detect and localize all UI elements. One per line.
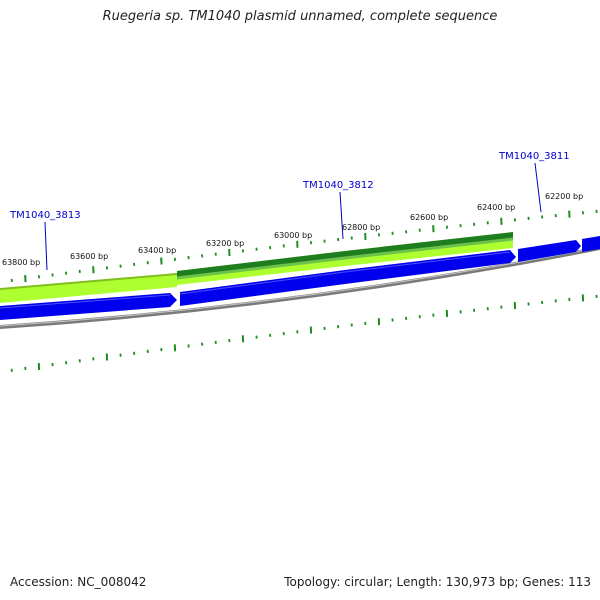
backbone-circle	[0, 246, 600, 329]
inner-tick-ring	[10, 294, 598, 372]
topology-label: Topology:	[284, 575, 341, 589]
tick-label: 63600 bp	[70, 252, 108, 261]
outer-tick-ring	[10, 209, 598, 283]
length-label: Length:	[396, 575, 442, 589]
gene-highlight-left	[0, 294, 171, 309]
backbone-highlight	[0, 246, 600, 327]
accession-label: Accession:	[10, 575, 74, 589]
sequence-summary: Topology: circular; Length: 130,973 bp; …	[284, 575, 591, 589]
genes-label: Genes:	[522, 575, 565, 589]
separator: ;	[514, 575, 523, 589]
gene-highlight-mid	[179, 251, 511, 295]
gene-leader-tm1040-3811	[534, 162, 542, 213]
gene-leader-tm1040-3812	[339, 191, 344, 240]
length-value: 130,973 bp	[445, 575, 515, 589]
tick-label: 63200 bp	[206, 239, 244, 248]
gene-leader-tm1040-3813	[44, 221, 48, 271]
gene-arrow-tm1040-3812[interactable]	[180, 250, 516, 306]
gene-arrow-partial[interactable]	[582, 236, 600, 252]
genes-value: 113	[568, 575, 591, 589]
tick-label: 63000 bp	[274, 231, 312, 240]
tick-label: 63400 bp	[138, 246, 176, 255]
tick-label: 63800 bp	[2, 258, 40, 267]
gc-content-band-left	[0, 274, 177, 303]
gc-content-band-left-edge	[0, 273, 178, 290]
gene-label-tm1040-3811[interactable]: TM1040_3811	[498, 151, 570, 162]
gc-content-mid-band	[176, 237, 514, 280]
tick-label: 62400 bp	[477, 203, 515, 212]
gene-label-tm1040-3813[interactable]: TM1040_3813	[9, 210, 81, 221]
gene-label-tm1040-3812[interactable]: TM1040_3812	[302, 180, 374, 191]
tick-label: 62800 bp	[342, 223, 380, 232]
page-title: Ruegeria sp. TM1040 plasmid unnamed, com…	[102, 9, 498, 24]
separator: ;	[388, 575, 397, 589]
accession-info: Accession: NC_008042	[10, 575, 146, 589]
tick-label: 62200 bp	[545, 192, 583, 201]
gene-arrow-tm1040-3811[interactable]	[518, 240, 581, 262]
gene-arrow-tm1040-3813[interactable]	[0, 293, 177, 320]
topology-value: circular	[344, 575, 389, 589]
accession-value: NC_008042	[77, 575, 147, 589]
tick-label: 62600 bp	[410, 213, 448, 222]
